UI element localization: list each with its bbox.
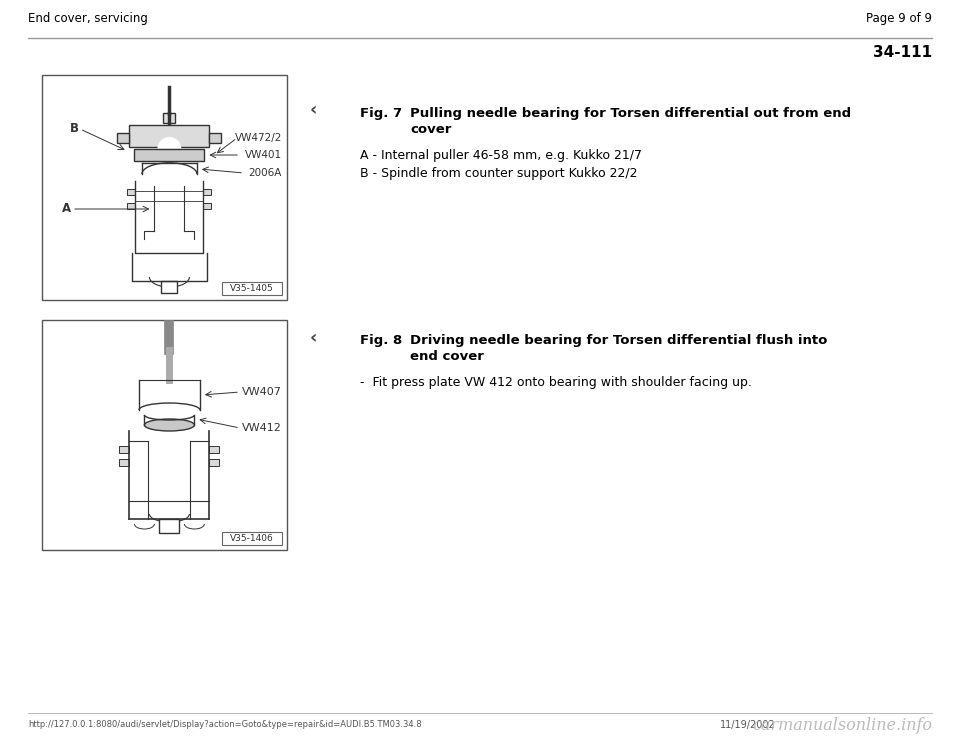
Bar: [119, 459, 130, 466]
Bar: [209, 459, 220, 466]
Bar: [204, 189, 211, 195]
Text: Fig. 8: Fig. 8: [360, 334, 402, 347]
Text: VW472/2: VW472/2: [234, 133, 282, 143]
Text: end cover: end cover: [410, 350, 484, 363]
Bar: [42, 320, 287, 550]
Bar: [222, 282, 282, 295]
Text: Driving needle bearing for Torsen differential flush into: Driving needle bearing for Torsen differ…: [410, 334, 828, 347]
Text: -  Fit press plate VW 412 onto bearing with shoulder facing up.: - Fit press plate VW 412 onto bearing wi…: [360, 376, 752, 389]
Bar: [128, 189, 135, 195]
FancyBboxPatch shape: [130, 125, 209, 147]
Bar: [119, 446, 130, 453]
FancyBboxPatch shape: [163, 113, 176, 123]
Text: Fig. 7: Fig. 7: [360, 107, 402, 120]
Bar: [128, 203, 135, 209]
Bar: [117, 133, 130, 143]
Text: ‹: ‹: [310, 101, 318, 119]
Bar: [161, 281, 178, 293]
Text: VW407: VW407: [242, 387, 282, 397]
Bar: [42, 75, 287, 300]
Text: 11/19/2002: 11/19/2002: [720, 720, 776, 730]
Text: VW401: VW401: [245, 150, 282, 160]
Bar: [209, 446, 220, 453]
Text: A - Internal puller 46-58 mm, e.g. Kukko 21/7: A - Internal puller 46-58 mm, e.g. Kukko…: [360, 149, 642, 162]
Text: A: A: [62, 203, 71, 215]
Text: 34-111: 34-111: [873, 45, 932, 60]
Bar: [222, 532, 282, 545]
Text: V35-1405: V35-1405: [230, 284, 274, 293]
Text: V35-1406: V35-1406: [230, 534, 274, 543]
Text: Pulling needle bearing for Torsen differential out from end: Pulling needle bearing for Torsen differ…: [410, 107, 852, 120]
Text: Page 9 of 9: Page 9 of 9: [866, 12, 932, 25]
Text: End cover, servicing: End cover, servicing: [28, 12, 148, 25]
Ellipse shape: [144, 419, 194, 431]
FancyBboxPatch shape: [134, 149, 204, 161]
Text: VW412: VW412: [242, 423, 282, 433]
Text: http://127.0.0.1:8080/audi/servlet/Display?action=Goto&type=repair&id=AUDI.B5.TM: http://127.0.0.1:8080/audi/servlet/Displ…: [28, 720, 421, 729]
Text: carmanualsonline.info: carmanualsonline.info: [752, 717, 932, 734]
Text: cover: cover: [410, 123, 451, 136]
Wedge shape: [157, 137, 181, 149]
Text: B - Spindle from counter support Kukko 22/2: B - Spindle from counter support Kukko 2…: [360, 167, 637, 180]
Bar: [209, 133, 222, 143]
Text: 2006A: 2006A: [249, 168, 282, 178]
Text: ‹: ‹: [310, 329, 318, 347]
Text: B: B: [70, 122, 79, 136]
Bar: [204, 203, 211, 209]
Bar: [159, 519, 180, 533]
